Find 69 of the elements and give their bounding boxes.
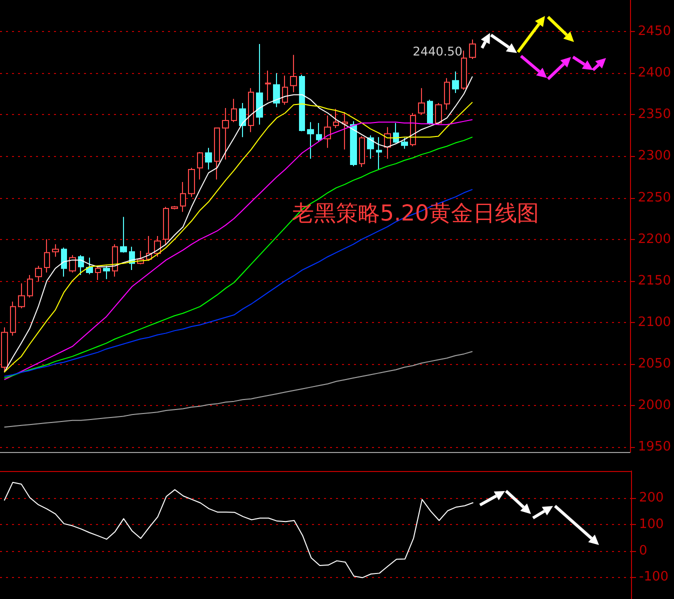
y-tick-label: 2250: [638, 190, 672, 206]
candlestick: [239, 102, 246, 138]
candlestick: [307, 122, 314, 160]
candlestick: [44, 238, 50, 274]
y-tick-label: 2100: [638, 314, 672, 330]
candlestick: [461, 50, 467, 90]
candlestick: [18, 282, 25, 309]
y-tick-label: 0: [639, 543, 648, 558]
candlestick: [444, 78, 450, 110]
candlestick: [69, 254, 76, 274]
y-tick-label: 2300: [638, 148, 672, 164]
y-tick-label: 200: [639, 490, 664, 506]
candlestick: [120, 216, 127, 254]
candlestick: [197, 152, 203, 180]
candlestick: [1, 326, 8, 373]
candlestick: [367, 134, 374, 160]
candlestick: [435, 102, 442, 126]
candlestick: [163, 206, 169, 245]
candlestick: [401, 137, 408, 150]
candlestick: [376, 136, 382, 170]
candlestick: [248, 88, 254, 133]
annotation: 2440.50: [412, 44, 462, 58]
y-tick-label: 1950: [638, 440, 672, 455]
candlestick: [214, 127, 220, 180]
y-tick-label: 100: [639, 516, 664, 532]
candlestick: [299, 74, 305, 132]
candlestick: [350, 120, 357, 167]
candlestick: [78, 254, 84, 276]
candlestick: [452, 70, 459, 94]
candlestick: [27, 274, 33, 298]
candlestick: [103, 265, 110, 280]
candlestick: [52, 244, 59, 258]
candlestick: [10, 301, 16, 336]
line-series: [4, 188, 473, 377]
candlestick: [171, 206, 178, 210]
candlestick: [61, 247, 67, 278]
candlestick: [469, 38, 476, 60]
candlestick: [273, 72, 280, 108]
y-tick-label: 2000: [638, 398, 672, 413]
candlestick: [418, 88, 425, 116]
candlestick: [188, 167, 195, 198]
candlestick: [316, 122, 322, 142]
candlestick: [265, 70, 271, 102]
candlestick: [95, 265, 101, 281]
y-tick-label: 2200: [638, 232, 672, 247]
candlestick: [222, 108, 229, 160]
candlestick: [35, 265, 42, 282]
y-tick-label: 2400: [638, 66, 672, 81]
line-series: [4, 350, 473, 428]
y-tick-label: 2350: [638, 107, 672, 122]
candlestick: [86, 257, 93, 275]
candlestick: [205, 147, 212, 170]
candlestick: [342, 112, 348, 150]
candlestick: [256, 44, 263, 126]
candlestick: [112, 244, 118, 278]
candlestick: [410, 112, 416, 147]
candlestick: [231, 98, 237, 123]
y-tick-label: 2450: [638, 24, 672, 40]
y-tick-label: 2050: [638, 356, 672, 372]
candlestick: [359, 136, 365, 168]
line-series: [4, 482, 474, 578]
y-tick-label: -100: [639, 570, 669, 585]
candlestick: [427, 99, 433, 126]
candlestick: [290, 54, 297, 93]
candlestick: [282, 75, 288, 106]
candlestick: [180, 181, 186, 212]
candlestick: [333, 108, 339, 128]
y-tick-label: 2150: [638, 273, 672, 288]
candlestick: [324, 114, 331, 148]
